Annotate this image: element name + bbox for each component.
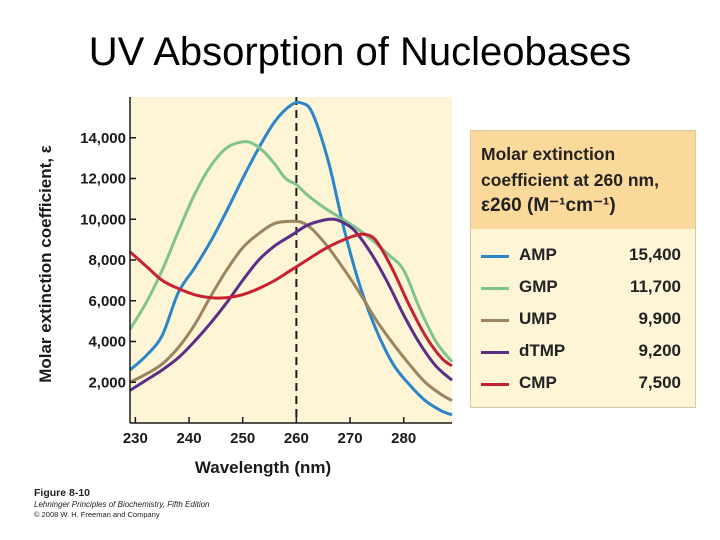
legend-swatch-amp	[481, 255, 509, 258]
legend-name-cmp: CMP	[519, 373, 557, 392]
legend-value-cmp: 7,500	[638, 373, 681, 392]
x-axis-label: Wavelength (nm)	[195, 458, 331, 477]
y-tick-label: 8,000	[88, 252, 126, 269]
legend-row-cmp: CMP 7,500	[481, 369, 687, 401]
legend-row-amp: AMP 15,400	[481, 241, 687, 273]
y-tick-label: 14,000	[80, 130, 126, 147]
legend-heading-line3: ε260 (M⁻¹cm⁻¹)	[481, 195, 616, 216]
x-tick-label: 270	[338, 430, 363, 447]
caption-copyright: © 2008 W. H. Freeman and Company	[34, 510, 160, 519]
x-tick-label: 250	[230, 430, 255, 447]
legend-swatch-cmp	[481, 383, 509, 386]
plot-background	[130, 97, 452, 423]
legend-name-dtmp: dTMP	[519, 341, 566, 360]
legend-name-amp: AMP	[519, 245, 557, 264]
y-tick-label: 10,000	[80, 211, 126, 228]
x-tick-label: 230	[123, 430, 148, 447]
slide-title: UV Absorption of Nucleobases	[88, 30, 632, 74]
legend-heading-line2: coefficient at 260 nm,	[481, 170, 659, 190]
legend-swatch-ump	[481, 319, 509, 322]
legend-swatch-gmp	[481, 287, 509, 290]
legend: Molar extinction coefficient at 260 nm, …	[470, 130, 696, 408]
legend-swatch-dtmp	[481, 351, 509, 354]
series-line-amp	[129, 100, 453, 417]
legend-row-dtmp: dTMP 9,200	[481, 337, 687, 369]
y-tick-label: 2,000	[88, 374, 126, 391]
y-tick-label: 4,000	[88, 334, 126, 351]
y-axis-label: Molar extinction coefficient, ε	[36, 145, 55, 383]
series-line-cmp	[129, 232, 453, 368]
legend-row-gmp: GMP 11,700	[481, 273, 687, 305]
caption-book: Lehninger Principles of Biochemistry, Fi…	[34, 500, 210, 509]
legend-value-ump: 9,900	[638, 309, 681, 328]
series-line-gmp	[128, 140, 454, 363]
legend-heading: Molar extinction coefficient at 260 nm, …	[471, 131, 695, 229]
series-line-ump	[129, 219, 453, 402]
legend-value-dtmp: 9,200	[638, 341, 681, 360]
y-tick-label: 12,000	[80, 171, 126, 188]
legend-value-amp: 15,400	[629, 245, 681, 264]
x-tick-label: 240	[177, 430, 202, 447]
caption-figure: Figure 8-10	[34, 487, 91, 499]
legend-name-gmp: GMP	[519, 277, 558, 296]
series-line-dtmp	[129, 217, 453, 392]
legend-value-gmp: 11,700	[629, 277, 681, 296]
x-tick-label: 260	[284, 430, 309, 447]
x-tick-label: 280	[391, 430, 416, 447]
y-tick-label: 6,000	[88, 293, 126, 310]
figure-caption: Figure 8-10 Lehninger Principles of Bioc…	[34, 487, 210, 519]
legend-name-ump: UMP	[519, 309, 557, 328]
legend-row-ump: UMP 9,900	[481, 305, 687, 337]
legend-heading-line1: Molar extinction	[481, 144, 616, 164]
